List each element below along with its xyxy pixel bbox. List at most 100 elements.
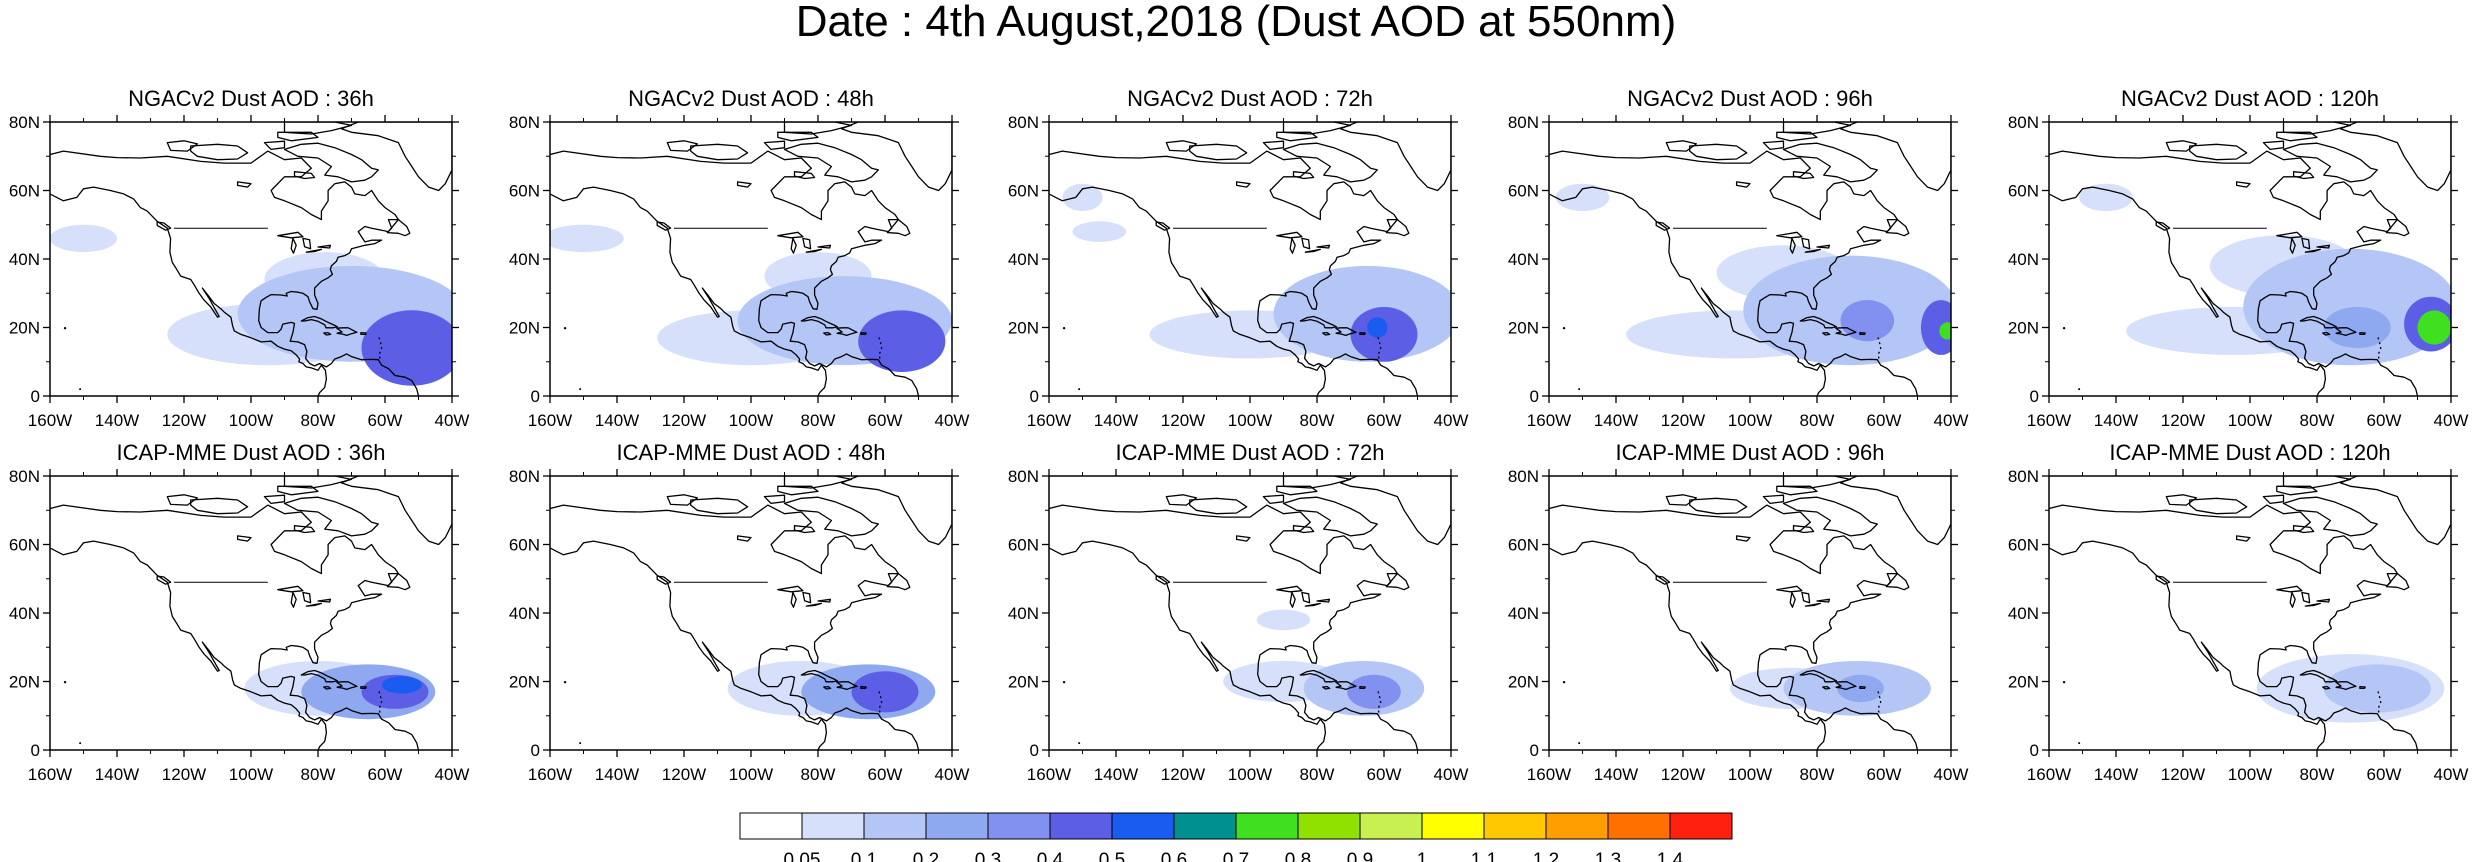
map-area bbox=[1549, 476, 1951, 750]
island-outline bbox=[1655, 575, 1671, 585]
map-area bbox=[550, 476, 952, 750]
panel-title: NGACv2 Dust AOD : 48h bbox=[628, 86, 874, 111]
coastline-atlantic bbox=[2049, 150, 2419, 396]
lake-outline bbox=[805, 248, 823, 253]
colorbar-swatch bbox=[987, 812, 1051, 840]
lat-label: 40N bbox=[1508, 250, 1539, 269]
map-panel: ICAP-MME Dust AOD : 72h 80N 60N 40N 20N 0 160W… bbox=[1008, 440, 1469, 784]
island-outline bbox=[1339, 122, 1451, 192]
map-area bbox=[2049, 476, 2451, 750]
lake-outline bbox=[802, 591, 812, 604]
map-panel: ICAP-MME Dust AOD : 48h 80N 60N 40N 20N 0 160W… bbox=[509, 440, 970, 784]
panel-title: NGACv2 Dust AOD : 36h bbox=[128, 86, 374, 111]
coastline-pacific bbox=[1549, 540, 1827, 750]
lake-outline bbox=[1789, 591, 1796, 608]
lon-label: 80W bbox=[2300, 411, 2335, 430]
aod-contour bbox=[1555, 183, 1610, 212]
lon-label: 160W bbox=[1527, 765, 1571, 784]
lake-outline bbox=[790, 591, 797, 608]
island-outline bbox=[690, 497, 749, 515]
island-outline bbox=[836, 327, 858, 337]
coastline-atlantic bbox=[550, 150, 920, 396]
island-outline bbox=[300, 315, 339, 329]
island-outline bbox=[1689, 497, 1748, 515]
lat-label: 80N bbox=[9, 467, 40, 486]
island-outline bbox=[1235, 535, 1251, 542]
lon-label: 160W bbox=[528, 765, 572, 784]
coastline-atlantic bbox=[2049, 504, 2419, 750]
island-outline bbox=[1299, 669, 1338, 683]
lat-label: 60N bbox=[9, 536, 40, 555]
colorbar-swatch bbox=[1173, 812, 1237, 840]
lat-label: 80N bbox=[9, 113, 40, 132]
lake-outline bbox=[317, 598, 332, 603]
island-outline bbox=[166, 494, 199, 506]
aod-contour bbox=[2323, 306, 2391, 349]
colorbar-label: 0.1 bbox=[851, 850, 877, 862]
island-outline bbox=[793, 525, 816, 534]
panel-title: NGACv2 Dust AOD : 96h bbox=[1627, 86, 1873, 111]
island-outline bbox=[1322, 685, 1331, 690]
island-outline bbox=[1359, 331, 1366, 336]
map-panel: NGACv2 Dust AOD : 72h 80N 60N 40N 20N 0 160W 14… bbox=[1008, 86, 1469, 430]
lon-label: 40W bbox=[1934, 411, 1969, 430]
colorbar-label: 1.1 bbox=[1471, 850, 1497, 862]
island-outline bbox=[1276, 485, 1318, 496]
lat-label: 0 bbox=[1530, 741, 1539, 760]
lon-label: 40W bbox=[1434, 765, 1469, 784]
island-outline bbox=[783, 142, 879, 183]
island-outline bbox=[1735, 535, 1751, 542]
island-outline bbox=[1859, 685, 1866, 690]
panel-title: ICAP-MME Dust AOD : 36h bbox=[117, 440, 386, 465]
island-outline bbox=[823, 685, 832, 690]
map-area bbox=[1549, 122, 1951, 396]
lon-label: 160W bbox=[1027, 765, 1071, 784]
colorbar-label: 0.6 bbox=[1161, 850, 1187, 862]
lat-label: 60N bbox=[1008, 536, 1039, 555]
lat-label: 60N bbox=[1008, 182, 1039, 201]
coastline-pacific bbox=[550, 540, 828, 750]
island-dot bbox=[579, 388, 582, 391]
aod-contour bbox=[858, 310, 946, 373]
lake-outline bbox=[790, 237, 797, 254]
lat-label: 20N bbox=[1508, 319, 1539, 338]
island-outline bbox=[1822, 685, 1831, 690]
coastline-atlantic bbox=[50, 150, 420, 396]
lake-outline bbox=[1316, 244, 1331, 249]
island-dot bbox=[1078, 742, 1081, 745]
island-outline bbox=[1835, 681, 1857, 691]
lesser-antilles bbox=[2377, 691, 2382, 715]
island-hawaii bbox=[1062, 680, 1066, 684]
colorbar-swatch bbox=[863, 812, 927, 840]
lon-label: 60W bbox=[368, 411, 403, 430]
island-outline bbox=[263, 494, 286, 505]
island-outline bbox=[2155, 575, 2171, 585]
island-dot bbox=[1578, 742, 1581, 745]
island-outline bbox=[1655, 221, 1671, 231]
lat-label: 0 bbox=[1030, 387, 1039, 406]
lake-outline bbox=[2289, 237, 2296, 254]
island-outline bbox=[777, 485, 819, 496]
map-area bbox=[50, 476, 452, 750]
island-outline bbox=[2276, 485, 2318, 496]
island-outline bbox=[1385, 572, 1410, 591]
lesser-antilles bbox=[1377, 337, 1382, 361]
lake-outline bbox=[2304, 602, 2321, 607]
island-outline bbox=[293, 171, 316, 180]
lat-label: 0 bbox=[2030, 387, 2039, 406]
lon-label: 120W bbox=[162, 765, 206, 784]
island-outline bbox=[2235, 181, 2251, 188]
aod-contour bbox=[851, 671, 919, 713]
panel-title: ICAP-MME Dust AOD : 120h bbox=[2109, 440, 2390, 465]
lat-label: 20N bbox=[2008, 673, 2039, 692]
lon-label: 140W bbox=[95, 411, 139, 430]
island-outline bbox=[1799, 669, 1838, 683]
lat-label: 60N bbox=[2008, 182, 2039, 201]
lat-label: 40N bbox=[9, 604, 40, 623]
lat-label: 40N bbox=[509, 250, 540, 269]
lon-label: 100W bbox=[729, 765, 773, 784]
lat-label: 20N bbox=[1508, 673, 1539, 692]
figure-title: Date : 4th August,2018 (Dust AOD at 550n… bbox=[795, 0, 1677, 46]
island-outline bbox=[1385, 218, 1410, 237]
lat-label: 20N bbox=[509, 319, 540, 338]
